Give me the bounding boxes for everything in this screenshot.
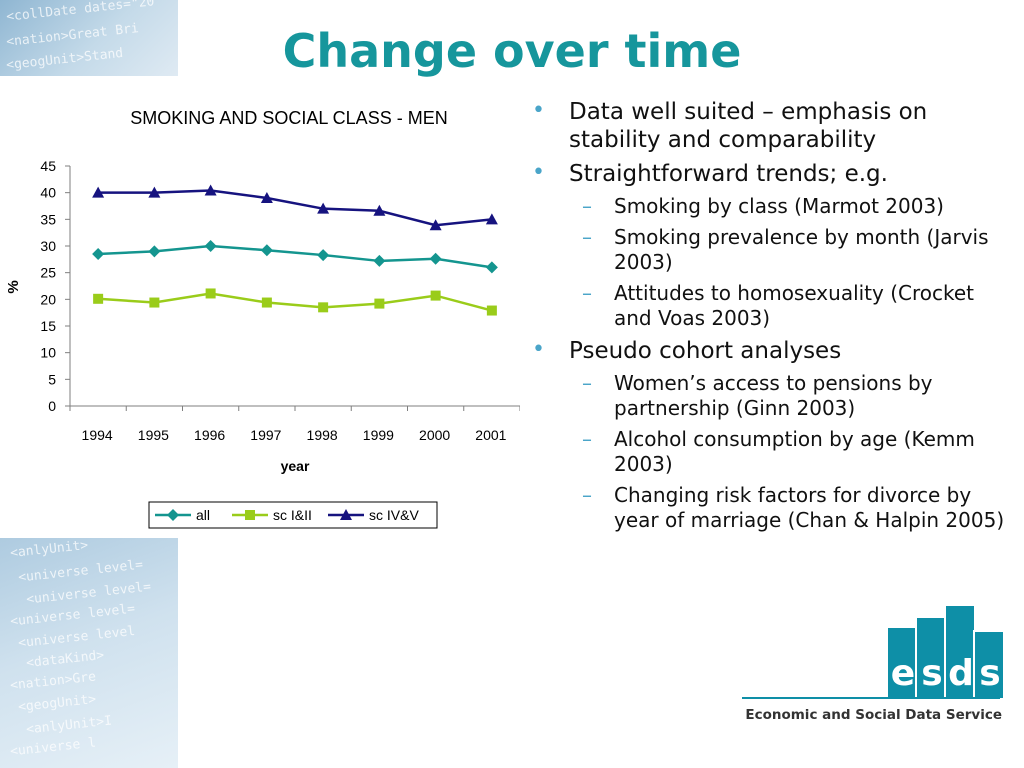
y-tick-label: 5: [48, 371, 56, 387]
bullet-item: Pseudo cohort analyses: [530, 336, 1015, 365]
series-line-sc-iv-v: [98, 189, 493, 227]
legend-label: sc IV&V: [369, 507, 419, 523]
chart-title: SMOKING AND SOCIAL CLASS - MEN: [130, 108, 447, 128]
data-point: [260, 192, 273, 203]
logo-bar: [973, 630, 1005, 700]
sub-bullet-item: Smoking prevalence by month (Jarvis 2003…: [530, 225, 1015, 275]
y-tick-label: 15: [40, 318, 56, 334]
decorative-xml-background-top: <collDate dates="20 <nation>Great Bri <geo…: [0, 0, 178, 76]
series-line-sc-i-ii: [98, 292, 493, 312]
decorative-xml-text: <geogUnit>: [17, 691, 97, 716]
x-axis-title: year: [281, 458, 310, 474]
smoking-social-class-chart: SMOKING AND SOCIAL CLASS - MEN 0 5 10 15 20 25…: [5, 108, 520, 529]
data-point: [429, 252, 442, 265]
data-point: [486, 305, 497, 316]
esds-logo: [740, 602, 1005, 728]
logo-letter: e: [890, 653, 916, 694]
x-tick-label: 1994: [82, 427, 113, 443]
x-tick-label: 1998: [307, 427, 338, 443]
sub-bullet-item: Alcohol consumption by age (Kemm 2003): [530, 427, 1015, 477]
logo-letter: d: [948, 653, 974, 694]
y-tick-label: 20: [40, 291, 56, 307]
data-point: [148, 186, 161, 198]
decorative-xml-text: <anlyUnit>I: [25, 713, 113, 738]
logo-organisation-name: Economic and Social Data Service: [745, 707, 1002, 723]
data-point: [205, 288, 216, 299]
data-point: [260, 244, 273, 257]
logo-divider: [742, 697, 1000, 699]
legend-label: all: [196, 507, 210, 523]
legend-marker: [245, 510, 255, 520]
data-point: [148, 245, 161, 258]
bullet-item: Data well suited – emphasis on stability…: [530, 97, 1015, 154]
data-point: [149, 297, 160, 308]
data-point: [373, 254, 386, 267]
data-point: [485, 261, 498, 274]
data-point: [317, 249, 330, 262]
series-line-all: [98, 244, 493, 269]
x-tick-label: 1995: [138, 427, 169, 443]
sub-bullet-item: Changing risk factors for divorce by yea…: [530, 483, 1015, 533]
logo-letter: s: [921, 653, 943, 694]
legend-marker: [340, 509, 352, 520]
data-point: [317, 202, 330, 214]
legend-label: sc I&II: [273, 507, 312, 523]
data-point: [204, 184, 217, 196]
x-tick-label: 2001: [475, 427, 506, 443]
data-point: [374, 298, 385, 309]
slide-title: Change over time: [282, 24, 742, 78]
y-tick-label: 25: [40, 265, 56, 281]
data-point: [429, 219, 442, 231]
data-point: [373, 204, 386, 216]
data-point: [430, 290, 441, 301]
data-point: [318, 302, 329, 313]
y-tick-label: 35: [40, 211, 56, 227]
bullet-item: Straightforward trends; e.g.: [530, 159, 1015, 188]
decorative-xml-text: <nation>Gre: [9, 669, 97, 694]
data-point: [92, 248, 105, 260]
decorative-xml-text: <universe level: [17, 623, 136, 652]
bullet-list: Data well suited – emphasis on stability…: [530, 97, 1015, 539]
x-tick-label: 2000: [419, 427, 450, 443]
decorative-xml-background-left: <anlyUnit> <universe level= <universe leve…: [0, 538, 178, 768]
x-tick-label: 1996: [194, 427, 225, 443]
y-tick-label: 45: [40, 158, 56, 174]
y-tick-label: 30: [40, 238, 56, 254]
legend-marker: [167, 509, 179, 521]
y-tick-label: 40: [40, 185, 56, 201]
logo-letter: s: [979, 653, 1001, 694]
decorative-xml-text: <dataKind>: [25, 647, 105, 672]
data-point: [92, 186, 105, 198]
decorative-xml-text: <universe l: [9, 735, 97, 760]
x-tick-label: 1997: [250, 427, 281, 443]
y-tick-label: 10: [40, 345, 56, 361]
data-point: [261, 297, 272, 308]
x-tick-label: 1999: [363, 427, 394, 443]
data-point: [93, 293, 104, 304]
legend-box: [148, 501, 438, 529]
y-tick-label: 0: [48, 398, 56, 414]
data-point: [485, 213, 498, 225]
sub-bullet-item: Attitudes to homosexuality (Crocket and …: [530, 281, 1015, 331]
y-axis-title: %: [5, 280, 22, 293]
data-point: [204, 240, 217, 252]
sub-bullet-item: Smoking by class (Marmot 2003): [530, 194, 1015, 219]
sub-bullet-item: Women’s access to pensions by partnershi…: [530, 371, 1015, 421]
